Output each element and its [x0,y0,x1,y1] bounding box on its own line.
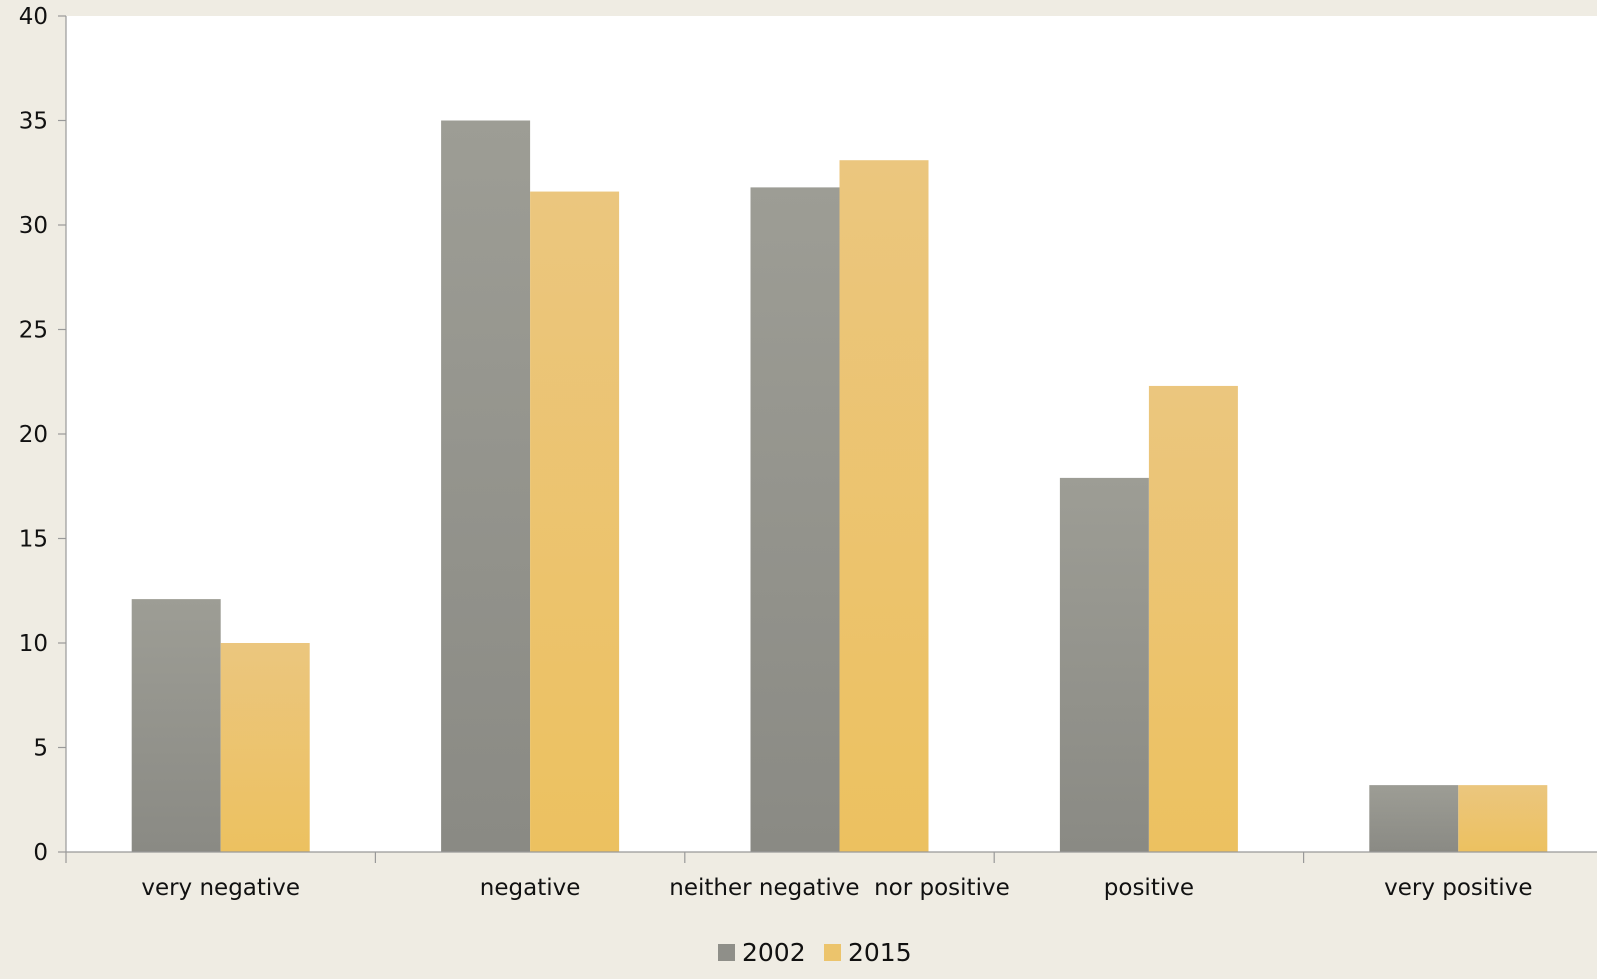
legend-label-2015: 2015 [848,938,912,967]
bar-2002-3 [1059,477,1149,852]
legend-swatch-2002 [718,944,735,961]
x-category-label: negative [480,875,581,901]
bar-2002-2 [750,187,840,852]
y-tick-label: 40 [19,4,48,30]
axes-group: 0 5 10 15 20 25 30 35 40 very negative negative nei… [19,4,1597,901]
x-category-label: very negative [141,875,300,901]
x-category-label: very positive [1384,875,1532,901]
bar-2015-3 [1148,385,1238,852]
legend: 2002 2015 [718,938,912,967]
bar-2015-2 [839,160,929,852]
y-tick-label: 35 [19,109,48,135]
bar-2002-1 [441,120,531,852]
legend-swatch-2015 [824,944,841,961]
x-category-label: neither negative nor positive [669,875,1009,901]
y-tick-label: 20 [19,422,48,448]
y-tick-label: 25 [19,318,48,344]
bar-2015-1 [530,191,620,852]
x-category-label: positive [1104,875,1194,901]
bar-2015-0 [220,643,310,852]
bar-2015-4 [1458,785,1548,852]
bar-2002-0 [131,599,221,852]
y-tick-label: 5 [33,736,48,762]
y-tick-label: 0 [33,840,48,866]
y-tick-label: 15 [19,527,48,553]
y-tick-label: 10 [19,631,48,657]
bars-group [131,120,1548,852]
bar-2002-4 [1369,785,1459,852]
y-tick-label: 30 [19,213,48,239]
legend-label-2002: 2002 [742,938,806,967]
